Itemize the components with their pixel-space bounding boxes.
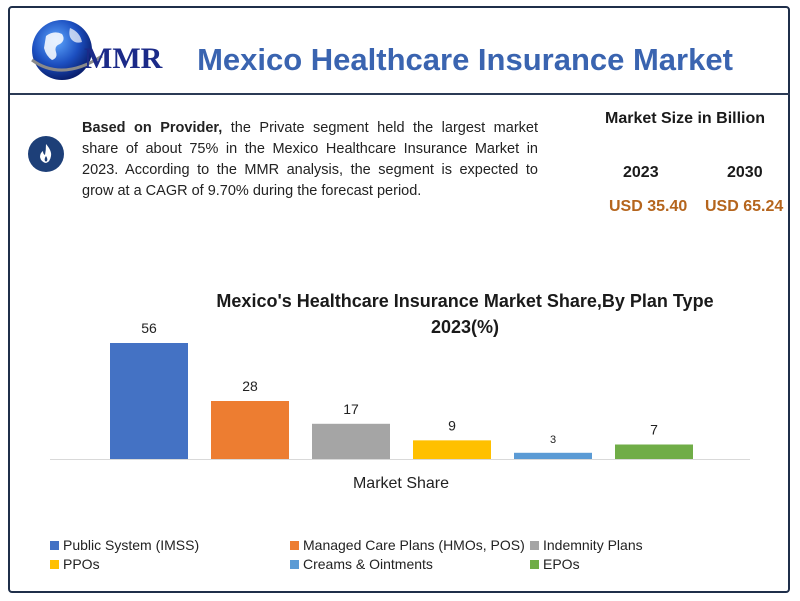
data-label-3: 9 (448, 417, 456, 433)
legend-swatch (290, 541, 299, 550)
market-size-title: Market Size in Billion (604, 110, 766, 127)
year-2030: 2030 (727, 164, 763, 181)
legend-label: EPOs (543, 556, 580, 572)
header-divider (10, 93, 790, 95)
legend-item-3: PPOs (50, 556, 100, 572)
year-2023: 2023 (623, 164, 659, 181)
data-label-5: 7 (650, 422, 658, 438)
page-title: Mexico Healthcare Insurance Market (197, 42, 733, 77)
chart-title: Mexico's Healthcare Insurance Market Sha… (216, 291, 714, 337)
x-axis-label: Market Share (353, 475, 449, 492)
legend-item-2: Indemnity Plans (530, 537, 643, 553)
legend-item-1: Managed Care Plans (HMOs, POS) (290, 537, 525, 553)
brand-logo-text: MMR (84, 42, 163, 75)
globe-icon (31, 20, 103, 80)
data-label-0: 56 (141, 320, 157, 336)
provider-badge (28, 136, 64, 172)
legend-label: PPOs (63, 556, 100, 572)
legend-item-5: EPOs (530, 556, 580, 572)
legend-swatch (530, 560, 539, 569)
legend-swatch (290, 560, 299, 569)
legend-label: Creams & Ointments (303, 556, 433, 572)
provider-description: Based on Provider, the Private segment h… (82, 118, 538, 202)
slide-frame (8, 6, 790, 593)
description-lead: Based on Provider, (82, 120, 223, 136)
legend-swatch (530, 541, 539, 550)
bar-4 (514, 452, 592, 459)
description-text: the Private segment held the largest mar… (82, 120, 538, 199)
value-2030: USD 65.24 (705, 198, 784, 215)
value-2023: USD 35.40 (609, 198, 688, 215)
bar-3 (413, 440, 491, 459)
legend-label: Indemnity Plans (543, 537, 643, 553)
flame-icon (40, 144, 52, 163)
legend-swatch (50, 541, 59, 550)
legend-label: Public System (IMSS) (63, 537, 200, 553)
legend-label: Managed Care Plans (HMOs, POS) (303, 537, 525, 553)
data-label-4: 3 (550, 434, 556, 446)
data-label-1: 28 (242, 378, 258, 394)
data-label-2: 17 (343, 401, 359, 417)
legend-swatch (50, 560, 59, 569)
legend-item-4: Creams & Ointments (290, 556, 433, 572)
bar-2 (312, 423, 390, 459)
bar-5 (615, 444, 693, 459)
legend-item-0: Public System (IMSS) (50, 537, 199, 553)
bar-1 (211, 401, 289, 459)
bar-0 (110, 343, 188, 459)
